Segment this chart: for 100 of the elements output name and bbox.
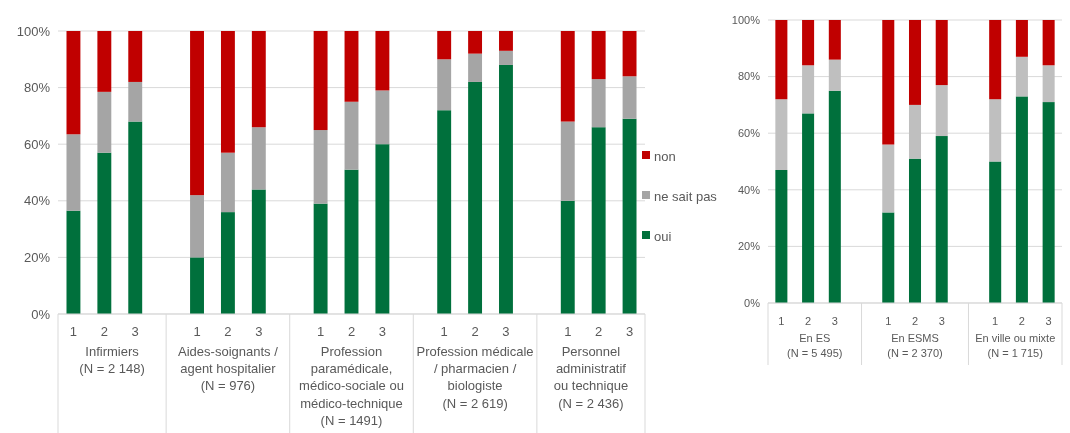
bar <box>882 20 895 145</box>
bar <box>499 50 513 65</box>
bar <box>344 169 359 314</box>
bar <box>375 90 390 145</box>
x-tick-label: 3 <box>625 324 634 339</box>
x-tick-label: 1 <box>992 315 999 327</box>
legend-label: non <box>654 148 676 164</box>
bar <box>591 127 606 314</box>
text: Personnel administratif ou technique (N = 2 436) <box>553 344 629 411</box>
bar <box>591 79 606 128</box>
bar <box>437 31 452 60</box>
bar <box>97 91 112 153</box>
bar <box>1015 96 1028 303</box>
bar <box>828 90 841 303</box>
bar <box>935 20 948 86</box>
bar <box>313 203 328 314</box>
text: En ville ou mixte (N = 1 715) <box>975 332 1056 359</box>
y-tick-label: 0% <box>31 306 51 322</box>
bar <box>882 144 895 213</box>
y-tick-label: 40% <box>23 193 51 209</box>
x-tick-label: 3 <box>502 324 510 339</box>
bar <box>128 81 143 122</box>
bar <box>560 200 575 314</box>
x-tick-label: 2 <box>1018 315 1025 327</box>
bar <box>66 31 81 135</box>
y-tick-label: 80% <box>23 80 51 96</box>
text: Aides-soignants / agent hospitalier (N = 976) <box>178 344 279 394</box>
bar <box>802 113 815 303</box>
bar <box>251 127 266 190</box>
bar <box>190 31 204 196</box>
bar <box>775 20 788 100</box>
bar <box>622 118 637 314</box>
x-tick-label: 3 <box>1045 315 1052 327</box>
bar <box>190 257 204 314</box>
x-tick-label: 1 <box>316 324 325 339</box>
x-tick-label: 3 <box>255 324 263 339</box>
bar <box>468 81 483 314</box>
y-tick-label: 60% <box>23 136 51 152</box>
bar <box>66 210 81 314</box>
bar <box>802 20 815 66</box>
bar <box>560 31 575 122</box>
x-tick-label: 1 <box>885 315 892 327</box>
x-tick-label: 2 <box>471 324 479 339</box>
legend-label: oui <box>654 228 672 244</box>
bar <box>775 169 788 303</box>
bar <box>499 64 513 314</box>
x-tick-label: 1 <box>564 324 572 339</box>
bar <box>989 99 1002 162</box>
x-tick-label: 2 <box>100 324 108 339</box>
bar <box>375 144 390 314</box>
bar <box>882 212 895 303</box>
x-tick-label: 2 <box>805 315 812 327</box>
bar <box>560 121 575 201</box>
y-tick-label: 100% <box>16 23 51 39</box>
x-tick-label: 3 <box>131 324 139 339</box>
bar <box>989 20 1002 100</box>
bar <box>622 31 637 77</box>
bar <box>935 85 948 137</box>
x-tick-label: 3 <box>378 324 387 339</box>
bar <box>935 136 948 303</box>
x-tick-label: 3 <box>831 315 838 327</box>
bar <box>220 31 235 153</box>
bar <box>97 152 112 314</box>
y-tick-label: 60% <box>737 127 761 140</box>
bar <box>313 31 328 131</box>
bar <box>828 59 841 91</box>
bar <box>908 158 922 303</box>
legend-label: ne sait pas <box>654 188 718 204</box>
y-tick-label: 20% <box>23 249 51 265</box>
bar <box>468 31 483 54</box>
text: En ESMS (N = 2 370) <box>887 332 943 359</box>
bar <box>1015 56 1028 97</box>
bar <box>97 31 112 92</box>
x-tick-label: 2 <box>224 324 232 339</box>
y-tick-label: 20% <box>737 240 761 253</box>
text: En ES (N = 5 495) <box>787 332 843 359</box>
bar <box>313 130 328 204</box>
text: Infirmiers (N = 2 148) <box>79 344 145 377</box>
bar <box>622 76 637 119</box>
bar <box>437 59 452 111</box>
y-tick-label: 100% <box>731 13 761 26</box>
bar <box>1015 20 1028 57</box>
text: Profession médicale / pharmacien / biologiste (N = 2 619) <box>416 344 534 411</box>
bar <box>908 104 922 159</box>
bar <box>251 31 266 128</box>
bar <box>344 101 359 170</box>
bar <box>802 65 815 114</box>
bar <box>190 195 204 258</box>
x-tick-label: 2 <box>347 324 356 339</box>
bar <box>251 189 266 314</box>
bar <box>1042 20 1055 66</box>
bar <box>66 134 81 211</box>
bar <box>908 20 922 105</box>
bar <box>1042 102 1055 303</box>
bar <box>128 31 143 82</box>
bar <box>775 99 788 170</box>
bar <box>375 31 390 91</box>
y-tick-label: 0% <box>744 296 761 309</box>
bar <box>1042 65 1055 103</box>
bar <box>499 31 513 51</box>
